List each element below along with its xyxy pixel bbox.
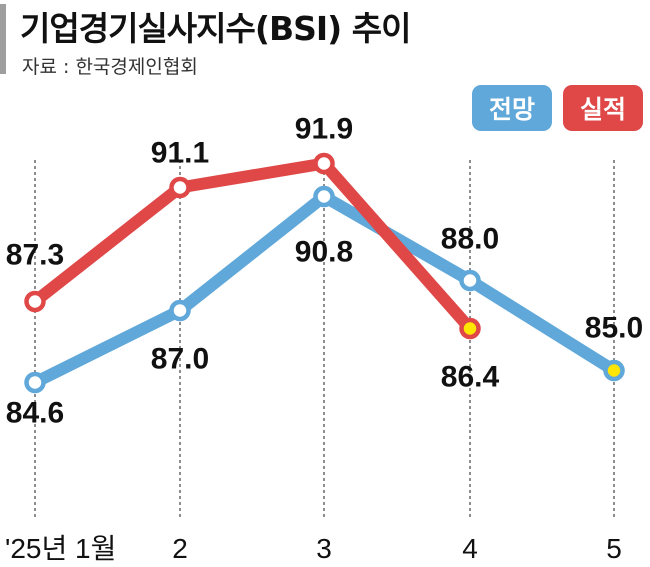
data-point-actual xyxy=(313,152,335,175)
data-point-forecast xyxy=(169,299,191,322)
data-label-forecast: 87.0 xyxy=(151,343,209,376)
data-point-actual xyxy=(459,317,481,340)
series-line-actual xyxy=(29,157,476,335)
data-label-actual: 87.3 xyxy=(6,239,64,272)
data-point-forecast xyxy=(24,371,46,394)
data-label-forecast: 90.8 xyxy=(295,236,353,269)
data-label-actual: 91.1 xyxy=(151,137,209,170)
data-point-forecast xyxy=(459,269,481,292)
x-tick-label: 3 xyxy=(316,533,332,564)
chart-title: 기업경기실사지수(BSI) 추이 xyxy=(20,9,411,48)
legend-forecast: 전망 xyxy=(472,85,552,131)
data-label-forecast: 85.0 xyxy=(585,312,643,345)
data-point-actual xyxy=(24,290,46,313)
x-tick-label: '25년 1월 xyxy=(5,533,116,564)
x-tick-label: 2 xyxy=(172,533,188,564)
data-point-forecast xyxy=(603,359,625,382)
data-label-forecast: 84.6 xyxy=(6,397,64,430)
data-point-forecast xyxy=(313,185,335,208)
source-note: 자료 : 한국경제인협회 xyxy=(22,56,198,78)
x-tick-label: 5 xyxy=(606,533,622,564)
data-label-actual: 91.9 xyxy=(295,113,353,146)
data-label-actual: 86.4 xyxy=(441,361,500,394)
data-label-forecast: 88.0 xyxy=(441,223,499,256)
x-tick-label: 4 xyxy=(462,533,478,564)
title-accent-bar xyxy=(0,4,6,74)
legend-actual: 실적 xyxy=(563,85,643,131)
data-point-actual xyxy=(169,176,191,199)
